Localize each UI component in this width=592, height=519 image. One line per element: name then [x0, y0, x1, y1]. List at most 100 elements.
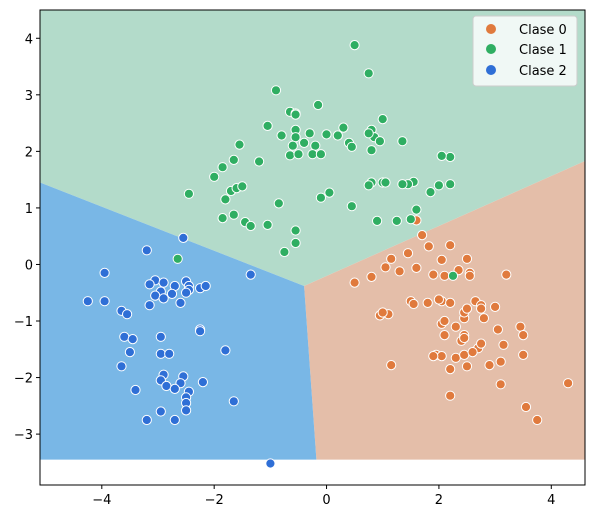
point-clase-2-41: [130, 384, 141, 396]
legend-box: [472, 15, 578, 87]
point-clase-1-30: [293, 149, 304, 160]
point-clase-0-33: [450, 352, 461, 363]
point-clase-1-0: [349, 40, 360, 51]
point-clase-1-22: [374, 136, 385, 147]
point-clase-1-60: [217, 213, 228, 224]
point-clase-0-59: [495, 356, 506, 367]
point-clase-1-3: [313, 99, 324, 111]
point-clase-0-41: [461, 361, 473, 372]
point-clase-2-23: [144, 300, 155, 311]
point-clase-1-48: [315, 192, 326, 203]
point-clase-0-15: [501, 269, 512, 280]
point-clase-1-69: [363, 128, 374, 139]
point-clase-0-51: [464, 270, 475, 281]
point-clase-2-40: [197, 377, 208, 388]
point-clase-0-11: [394, 266, 405, 277]
point-clase-1-10: [304, 128, 315, 139]
point-clase-2-30: [155, 348, 166, 359]
point-clase-0-60: [563, 378, 574, 389]
point-clase-0-46: [520, 401, 532, 413]
point-clase-2-3: [99, 267, 110, 278]
point-clase-0-47: [532, 414, 543, 426]
legend-item-clase-2: Clase 2: [486, 64, 567, 79]
point-clase-1-12: [262, 120, 273, 132]
point-clase-0-30: [439, 330, 450, 341]
point-clase-2-33: [116, 361, 127, 372]
point-clase-1-47: [273, 198, 284, 209]
x-axis: −4 −2 0 2 4: [92, 485, 555, 508]
y-tick-label: −2: [14, 372, 33, 387]
point-clase-1-54: [290, 225, 301, 236]
point-clase-0-54: [445, 297, 456, 308]
x-tick-label: 2: [435, 493, 443, 508]
point-clase-1-63: [380, 177, 391, 188]
point-clase-2-45: [155, 406, 166, 417]
point-clase-2-5: [158, 277, 169, 288]
point-clase-0-40: [518, 349, 529, 360]
point-clase-1-55: [290, 237, 301, 249]
plot-frame: [39, 9, 586, 486]
point-clase-1-42: [363, 180, 374, 191]
point-clase-0-53: [433, 294, 444, 305]
point-clase-1-32: [315, 149, 326, 160]
point-clase-0-1: [417, 230, 428, 241]
point-clase-1-29: [284, 150, 296, 161]
point-clase-2-19: [82, 296, 93, 307]
point-clase-0-4: [402, 248, 414, 259]
point-clase-2-31: [164, 348, 175, 359]
point-clase-2-11: [200, 280, 211, 292]
point-clase-2-22: [122, 309, 133, 320]
y-tick-label: −1: [14, 315, 33, 330]
point-clase-2-20: [99, 296, 110, 307]
y-tick-label: 2: [25, 145, 33, 160]
point-clase-1-27: [228, 154, 239, 165]
y-axis: −3 −2 −1 0 1 2 3 4: [14, 32, 40, 443]
point-clase-1-53: [262, 219, 273, 230]
point-clase-0-12: [428, 269, 439, 280]
point-clase-1-31: [307, 149, 318, 160]
point-clase-2-15: [181, 287, 192, 298]
point-clase-2-50: [265, 458, 276, 469]
point-clase-1-26: [217, 162, 228, 173]
point-clase-0-57: [476, 303, 487, 314]
point-clase-1-8: [338, 122, 349, 133]
point-clase-2-25: [195, 326, 206, 337]
point-clase-1-25: [209, 171, 220, 182]
point-clase-1-33: [366, 145, 377, 156]
point-clase-1-28: [254, 156, 265, 167]
point-clase-2-26: [119, 331, 130, 342]
point-clase-0-39: [518, 330, 529, 341]
point-clase-0-35: [467, 347, 478, 358]
y-tick-label: 1: [25, 202, 33, 217]
point-clase-0-58: [492, 324, 503, 335]
data-points: [82, 40, 574, 469]
x-tick-label: 4: [547, 493, 555, 508]
point-clase-0-3: [445, 240, 456, 251]
y-tick-label: 3: [25, 89, 33, 104]
legend-label-clase-0: Clase 0: [519, 23, 567, 38]
point-clase-1-7: [377, 114, 388, 125]
point-clase-1-64: [391, 215, 402, 226]
point-clase-2-18: [175, 297, 186, 308]
point-clase-2-0: [141, 245, 152, 256]
point-clase-0-9: [411, 262, 422, 273]
point-clase-2-38: [161, 380, 172, 392]
legend-item-clase-0: Clase 0: [486, 23, 567, 38]
point-clase-1-2: [270, 85, 282, 96]
point-clase-2-13: [166, 288, 178, 299]
point-clase-0-25: [478, 313, 489, 324]
region-clase-0: [304, 161, 585, 460]
point-clase-0-2: [423, 241, 434, 252]
point-clase-0-56: [461, 303, 473, 314]
point-clase-2-6: [144, 279, 155, 290]
point-clase-1-16: [299, 137, 310, 148]
point-clase-0-19: [408, 298, 419, 310]
point-clase-1-24: [234, 139, 245, 150]
point-clase-2-49: [169, 414, 180, 426]
point-clase-1-23: [397, 136, 408, 147]
point-clase-1-18: [321, 129, 332, 140]
point-clase-2-17: [158, 293, 169, 304]
point-clase-0-64: [439, 315, 450, 327]
point-clase-1-67: [447, 270, 459, 281]
